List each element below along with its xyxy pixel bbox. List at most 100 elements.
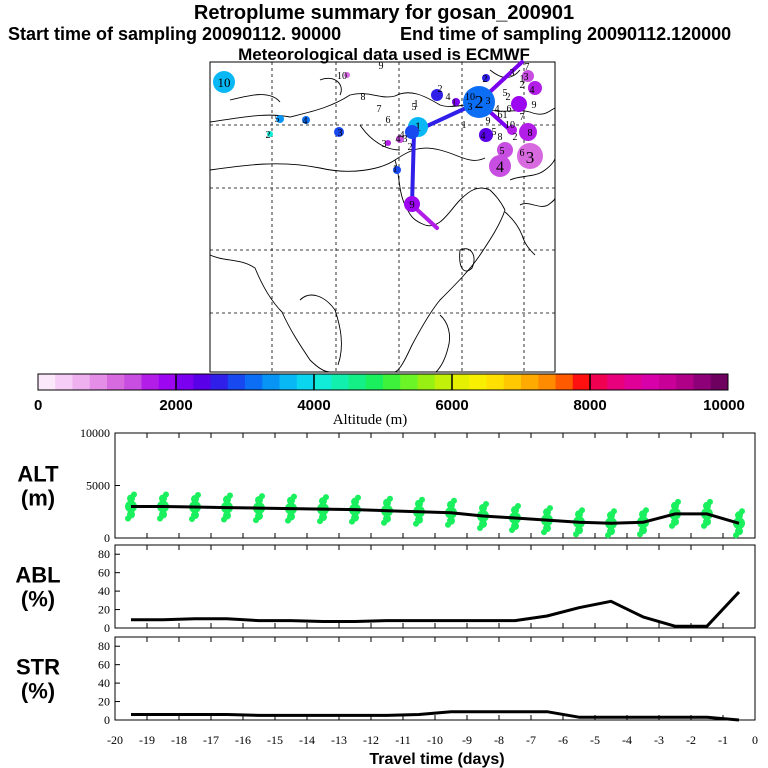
colorbar-swatch (659, 374, 677, 390)
colorbar-swatch (227, 374, 246, 390)
panel-alt: 0 5000 10000 ALT(m) (17, 426, 756, 545)
colorbar-swatch (262, 374, 280, 390)
plume-marker (507, 125, 517, 135)
map-point-label: 1 (503, 110, 508, 121)
plume-marker (489, 155, 511, 177)
map-point-label: 1 (520, 74, 525, 85)
sampling-times: Start time of sampling 20090112. 90000 E… (0, 24, 768, 46)
x-tick-label: -18 (171, 733, 187, 747)
altitude-point (701, 522, 707, 529)
plume-marker (528, 81, 542, 95)
altitude-point (675, 498, 681, 505)
altitude-colorbar: 0 2000 4000 6000 8000 10000 (34, 373, 745, 414)
colorbar-swatch (710, 374, 729, 390)
altitude-point (291, 493, 297, 500)
altitude-point (195, 492, 201, 499)
map-frame (209, 61, 556, 373)
y-axis-label: STR (16, 655, 60, 680)
colorbar-swatch (538, 374, 556, 390)
map-point-label: 5 (412, 102, 417, 113)
plume-marker (344, 72, 350, 78)
y-tick-label: 60 (98, 658, 110, 672)
colorbar-tick-label: 8000 (573, 397, 606, 414)
x-axis-label: Travel time (days) (369, 751, 504, 768)
colorbar-swatch (555, 374, 574, 390)
y-axis-label-unit: (m) (21, 486, 55, 511)
colorbar-swatch (486, 374, 505, 390)
x-tick-label: -3 (654, 733, 664, 747)
map-point-label: 9 (486, 116, 491, 127)
y-tick-label: 20 (98, 603, 110, 617)
x-tick-label: -2 (686, 733, 696, 747)
map-point-label: 10 (505, 120, 515, 131)
plume-marker (393, 166, 401, 174)
map-point-label: 9 (379, 61, 384, 72)
marker-label: 3 (526, 148, 535, 167)
altitude-point (477, 524, 483, 531)
map-point-label: 2 (408, 142, 413, 153)
x-tick-label: -10 (427, 733, 443, 747)
altitude-point (669, 522, 675, 529)
x-tick-label: -6 (558, 733, 568, 747)
x-tick-label: -5 (590, 733, 600, 747)
altitude-point (509, 527, 515, 534)
colorbar-swatch (469, 374, 487, 390)
altitude-point (707, 498, 713, 505)
plume-marker (396, 135, 404, 143)
panel-frame (114, 636, 756, 721)
colorbar-swatch (572, 374, 591, 390)
plume-marker (405, 125, 419, 139)
altitude-point (419, 496, 425, 503)
marker-label: 4 (496, 159, 504, 176)
y-axis-label-unit: (%) (21, 679, 55, 704)
map-point-label: 3 (510, 68, 515, 79)
altitude-point (253, 517, 259, 524)
plume-marker (517, 143, 543, 169)
map-point-label: 4 (446, 92, 451, 103)
colorbar-swatch (279, 374, 298, 390)
y-tick-label: 5000 (86, 479, 110, 493)
colorbar-frame (37, 373, 729, 391)
panel-str: 0 20 40 60 80 STR(%) (16, 636, 756, 727)
colorbar-swatch (676, 374, 694, 390)
x-tick-label: -1 (718, 733, 728, 747)
map-point-label: 1 (414, 99, 419, 110)
plume-marker (463, 86, 495, 118)
altitude-point (163, 491, 169, 498)
map-point-label: 6 (520, 148, 525, 159)
colorbar-swatch (693, 374, 712, 390)
x-tick-label: -13 (331, 733, 347, 747)
colorbar-label: Altitude (m) (333, 412, 408, 428)
colorbar-swatch (434, 374, 453, 390)
colorbar-swatch (72, 374, 91, 390)
map-point-label: 2 (266, 130, 271, 141)
colorbar-swatch (296, 374, 315, 390)
map-point-label: 8 (361, 92, 366, 103)
map-point-label: 4 (495, 104, 500, 115)
colorbar-swatch (89, 374, 108, 390)
altitude-point (323, 494, 329, 501)
x-tick-label: -9 (462, 733, 472, 747)
plume-marker (213, 71, 235, 93)
altitude-point (483, 500, 489, 507)
colorbar-tick-label: 2000 (159, 397, 192, 414)
start-time-label: Start time of sampling 20090112. 90000 (8, 24, 342, 44)
colorbar-swatch (452, 374, 470, 390)
map-point-label: 1 (393, 164, 398, 175)
y-tick-label: 20 (98, 695, 110, 709)
altitude-point (221, 516, 227, 523)
map-point-label: 4 (400, 130, 405, 141)
y-tick-label: 40 (98, 676, 110, 690)
altitude-point (573, 531, 579, 538)
map-point-label: 8 (528, 128, 533, 139)
altitude-point (317, 518, 323, 525)
plume-marker (511, 96, 527, 112)
met-data-label: Meteorological data used is ECMWF (238, 45, 530, 64)
altitude-point (189, 516, 195, 523)
map-point-label: 3 (486, 96, 491, 107)
colorbar-tick-label: 4000 (297, 397, 330, 414)
colorbar-swatch (314, 374, 332, 390)
colorbar-swatch (245, 374, 263, 390)
plume-marker (479, 128, 493, 142)
map-point-label: 4 (396, 134, 401, 145)
